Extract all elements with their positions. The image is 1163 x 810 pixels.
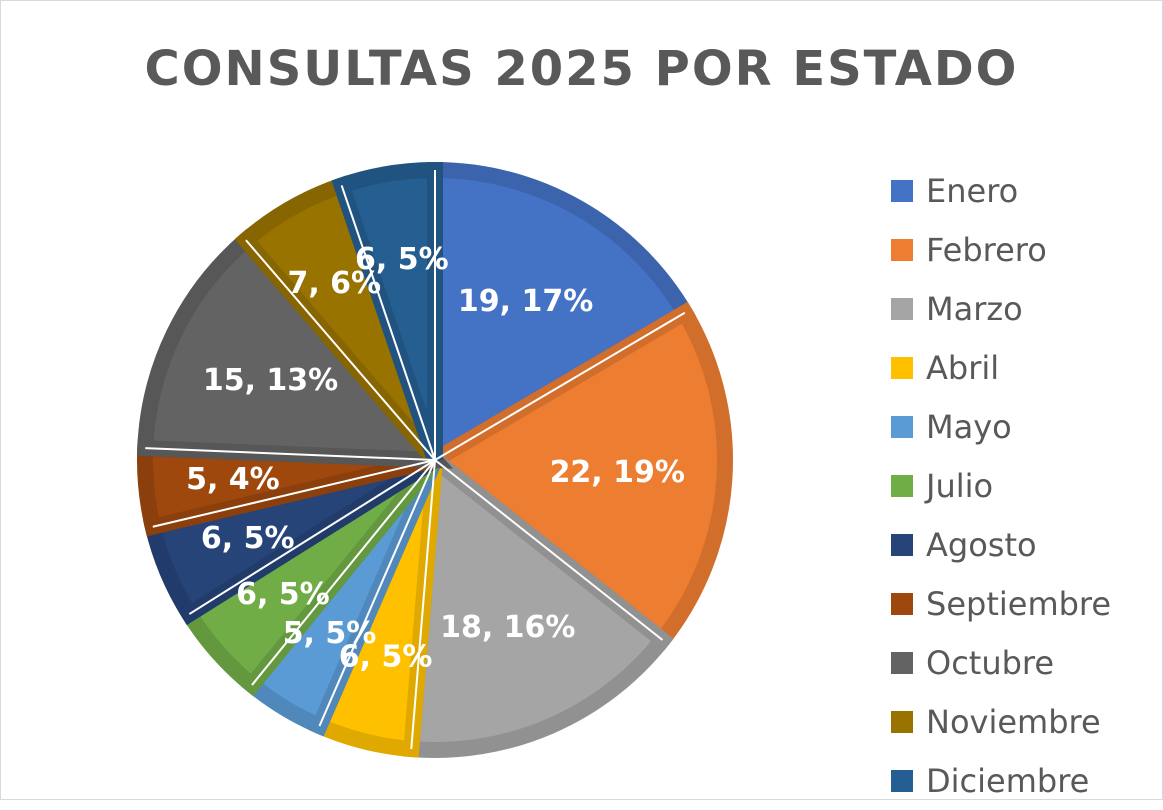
data-label-marzo: 18, 16%: [440, 610, 575, 645]
legend-item-septiembre: Septiembre: [891, 574, 1151, 633]
data-label-diciembre: 6, 5%: [355, 242, 449, 277]
legend-label: Agosto: [926, 525, 1037, 564]
legend-swatch: [891, 592, 913, 615]
data-label-agosto: 6, 5%: [201, 521, 295, 556]
slice-separator: [410, 459, 436, 750]
legend-item-marzo: Marzo: [891, 279, 1151, 338]
legend-swatch: [891, 474, 913, 497]
legend-label: Enero: [926, 171, 1019, 210]
slice-separator: [434, 311, 686, 461]
legend-swatch: [891, 415, 913, 438]
slice-separator: [188, 459, 436, 615]
legend-label: Diciembre: [926, 761, 1090, 800]
legend-item-mayo: Mayo: [891, 397, 1151, 456]
legend-swatch: [891, 769, 913, 792]
legend-swatch: [891, 533, 913, 556]
data-label-febrero: 22, 19%: [550, 455, 685, 490]
pie-slice-marzo: [402, 444, 674, 758]
legend: Enero Febrero Marzo Abril Mayo Julio Agosto Sep…: [891, 161, 1151, 810]
legend-item-agosto: Agosto: [891, 515, 1151, 574]
chart-title: CONSULTAS 2025 POR ESTADO: [144, 41, 1019, 97]
slice-separator: [318, 459, 436, 727]
legend-label: Septiembre: [926, 584, 1112, 623]
legend-swatch: [891, 356, 913, 379]
legend-label: Marzo: [926, 289, 1023, 328]
data-label-abril: 6, 5%: [339, 639, 433, 674]
slice-separator: [245, 239, 436, 461]
legend-swatch: [891, 710, 913, 733]
data-label-noviembre: 7, 6%: [287, 266, 381, 301]
legend-swatch: [891, 651, 913, 674]
legend-item-abril: Abril: [891, 338, 1151, 397]
slice-separator: [434, 459, 664, 641]
legend-swatch: [891, 238, 913, 261]
legend-item-octubre: Octubre: [891, 633, 1151, 692]
pie-slice-enero: [427, 161, 696, 475]
data-label-mayo: 5, 5%: [283, 616, 377, 651]
legend-label: Febrero: [926, 230, 1047, 269]
slice-separator: [152, 459, 436, 528]
legend-item-febrero: Febrero: [891, 220, 1151, 279]
slice-separator: [145, 447, 436, 461]
legend-label: Noviembre: [926, 702, 1101, 741]
legend-item-enero: Enero: [891, 161, 1151, 220]
data-label-enero: 19, 17%: [458, 284, 593, 319]
data-label-octubre: 15, 13%: [203, 363, 338, 398]
pie-slice-febrero: [420, 301, 733, 652]
legend-label: Abril: [926, 348, 1000, 387]
legend-swatch: [891, 297, 913, 320]
slice-separator: [251, 459, 436, 686]
legend-label: Julio: [926, 466, 994, 505]
legend-label: Mayo: [926, 407, 1012, 446]
legend-swatch: [891, 179, 913, 202]
legend-item-noviembre: Noviembre: [891, 692, 1151, 751]
data-label-septiembre: 5, 4%: [186, 462, 280, 497]
data-label-julio: 6, 5%: [236, 577, 330, 612]
pie-slice-octubre: [136, 228, 454, 469]
slice-separator: [340, 185, 436, 461]
legend-label: Octubre: [926, 643, 1055, 682]
legend-item-diciembre: Diciembre: [891, 751, 1151, 810]
legend-item-julio: Julio: [891, 456, 1151, 515]
